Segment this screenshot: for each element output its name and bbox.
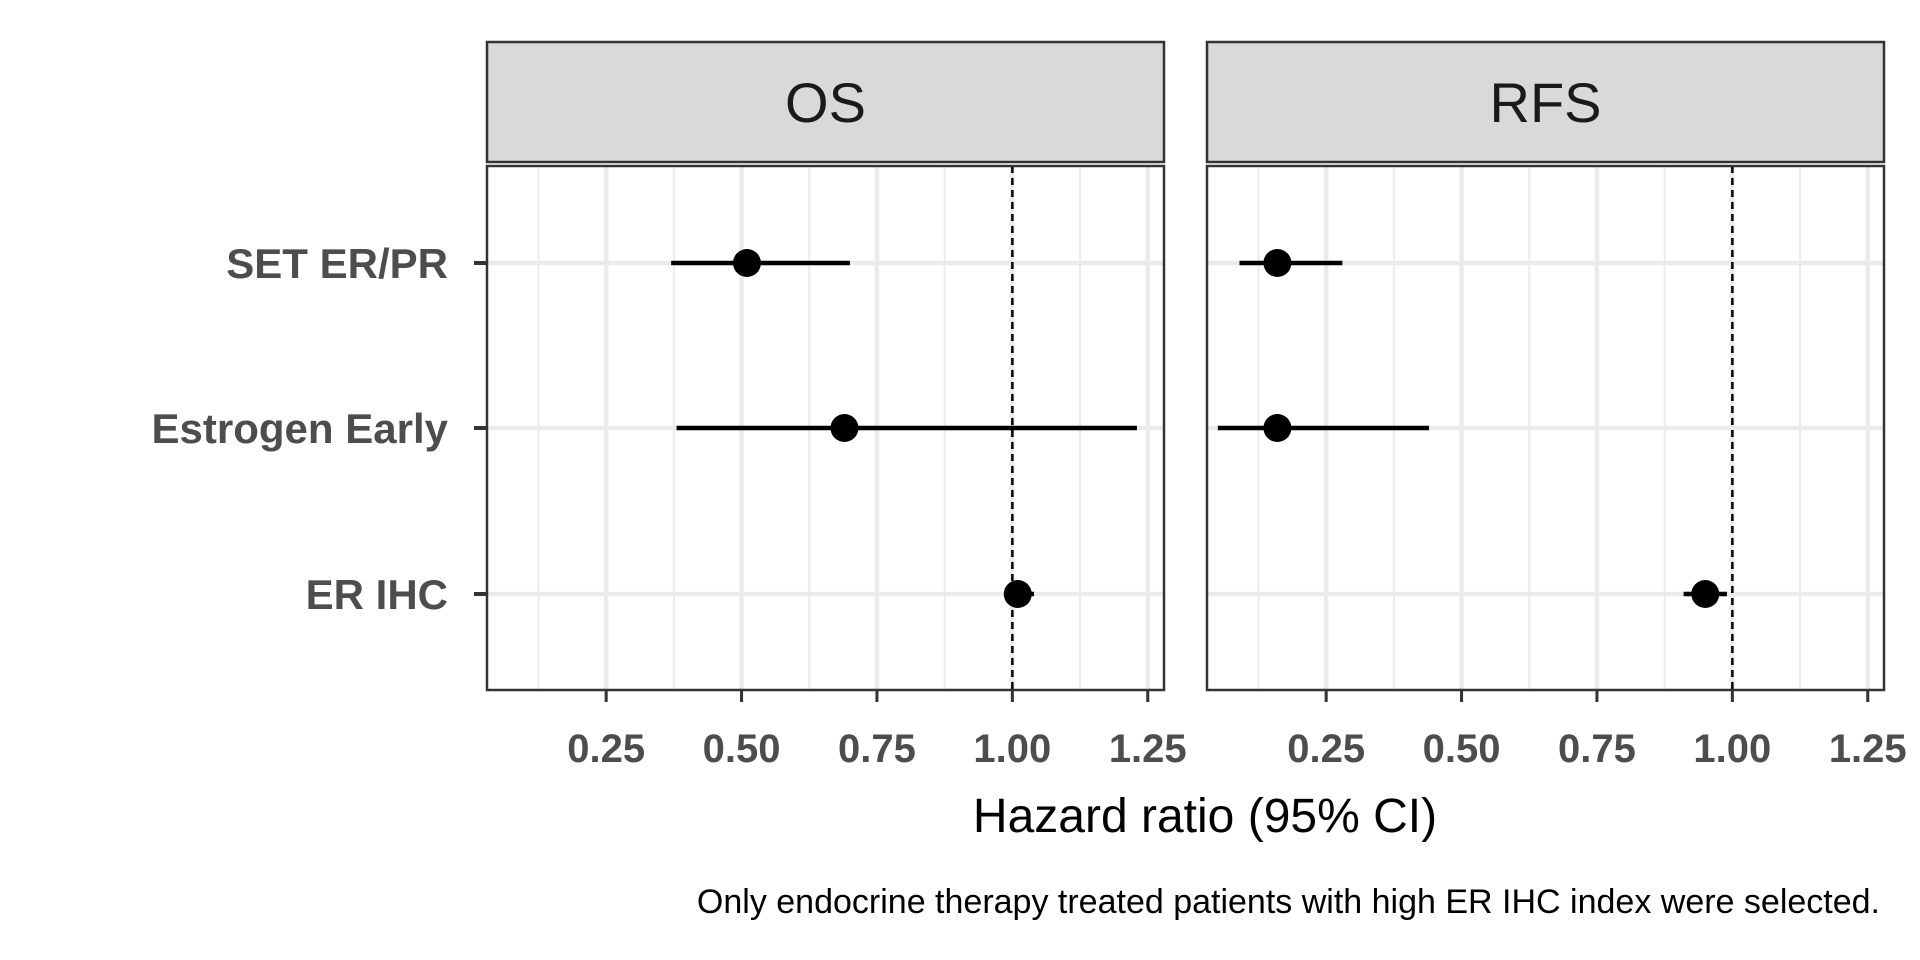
panel-border xyxy=(1205,164,1886,692)
y-tick-label: SET ER/PR xyxy=(226,240,448,287)
facet-title-rfs: RFS xyxy=(1490,71,1602,134)
y-tick-label: Estrogen Early xyxy=(152,405,449,452)
x-tick-label: 1.00 xyxy=(1693,727,1771,771)
panel-rfs: RFS 0.25 0.50 0.75 1.00 1.25 xyxy=(1205,40,1907,771)
x-tick-label: 0.50 xyxy=(703,727,781,771)
panel-os: OS 0.25 0.50 0.75 1.00 1.25 xyxy=(485,40,1187,771)
facet-strip xyxy=(485,40,1166,164)
x-tick-label: 0.25 xyxy=(1287,727,1365,771)
chart-caption: Only endocrine therapy treated patients … xyxy=(697,883,1880,921)
x-tick-label: 0.50 xyxy=(1423,727,1501,771)
x-tick-label: 0.75 xyxy=(838,727,916,771)
y-axis: SET ER/PR Estrogen Early ER IHC xyxy=(152,240,487,618)
hazard-ratio-point xyxy=(830,414,859,442)
facet-strip xyxy=(1205,40,1886,164)
hazard-ratio-point xyxy=(732,249,761,277)
facet-panels: OS 0.25 0.50 0.75 1.00 1.25 RFS 0.25 0.50 0.75 1.0… xyxy=(485,40,1907,771)
x-tick-label: 1.00 xyxy=(973,727,1051,771)
y-tick-label: ER IHC xyxy=(306,571,448,618)
x-tick-label: 0.75 xyxy=(1558,727,1636,771)
hazard-ratio-point xyxy=(1003,580,1032,608)
hazard-ratio-point xyxy=(1691,580,1720,608)
hazard-ratio-point xyxy=(1263,414,1292,442)
facet-title-os: OS xyxy=(785,71,866,134)
hazard-ratio-point xyxy=(1263,249,1292,277)
x-axis-title: Hazard ratio (95% CI) xyxy=(973,790,1437,843)
x-tick-label: 1.25 xyxy=(1829,727,1907,771)
x-tick-label: 0.25 xyxy=(567,727,645,771)
x-tick-label: 1.25 xyxy=(1109,727,1187,771)
